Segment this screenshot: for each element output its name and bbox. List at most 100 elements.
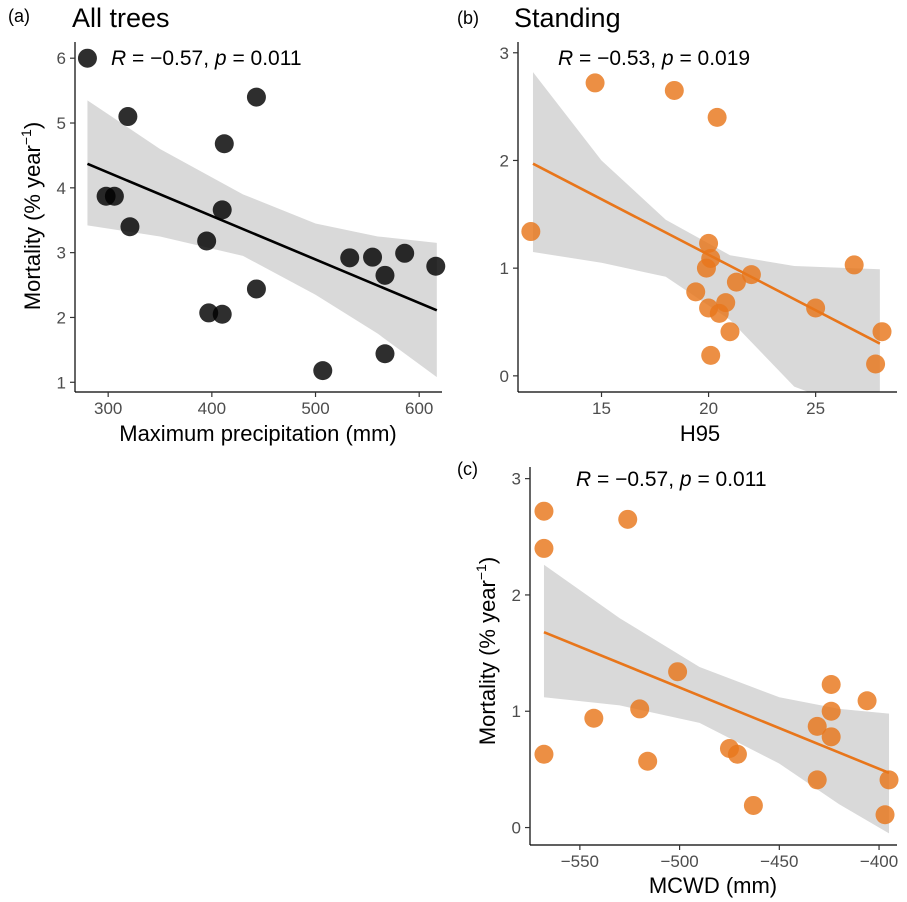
confidence-band xyxy=(543,564,890,834)
data-point xyxy=(214,134,234,154)
data-point xyxy=(395,243,415,263)
data-point xyxy=(246,279,266,299)
data-point xyxy=(701,345,721,365)
panel-b-label: (b) xyxy=(457,8,479,28)
panel-b-confidence-band xyxy=(532,72,880,392)
data-point xyxy=(426,256,446,276)
panel-c-axes: −550 −500 −450 −400 0 1 2 3 xyxy=(512,467,898,871)
data-point xyxy=(630,699,650,719)
panel-b-x-axis-title: H95 xyxy=(680,421,720,446)
data-point xyxy=(246,87,266,107)
data-point xyxy=(741,265,761,285)
panel-a-axes: 300 400 500 600 1 2 3 4 5 6 xyxy=(57,42,442,418)
y-tick-label: 2 xyxy=(512,586,521,605)
panel-c-confidence-band xyxy=(543,564,890,834)
data-point xyxy=(726,272,746,292)
data-point xyxy=(709,303,729,323)
x-tick-label: 600 xyxy=(405,399,433,418)
regression-line xyxy=(543,630,890,775)
panel-b-axes: 15 20 25 0 1 2 3 xyxy=(500,42,897,418)
panel-b: 15 20 25 0 1 2 3 (b) Standing R = −0.53, p = 0… xyxy=(457,3,897,446)
data-point xyxy=(806,298,826,318)
data-point xyxy=(807,716,827,736)
data-point xyxy=(375,344,395,364)
data-point xyxy=(340,248,360,268)
data-point xyxy=(720,322,740,342)
data-point xyxy=(104,186,124,206)
y-tick-label: 3 xyxy=(57,244,66,263)
panel-a-confidence-band xyxy=(87,100,437,378)
panel-a-label: (a) xyxy=(8,6,30,26)
panel-b-stats: R = −0.53, p = 0.019 xyxy=(558,47,750,70)
data-point xyxy=(707,107,727,127)
panel-b-points xyxy=(521,73,892,374)
data-point xyxy=(743,795,763,815)
panel-a-points xyxy=(77,48,446,381)
panel-c: −550 −500 −450 −400 0 1 2 3 (c) R = −0.57, p = … xyxy=(457,459,899,898)
data-point xyxy=(872,322,892,342)
data-point xyxy=(534,538,554,558)
data-point xyxy=(821,701,841,721)
x-tick-label: 400 xyxy=(198,399,226,418)
data-point xyxy=(879,770,899,790)
panel-a-fit-line xyxy=(86,162,438,312)
panel-c-y-axis-title: Mortality (% year−1) xyxy=(473,557,500,745)
y-tick-label: 1 xyxy=(57,373,66,392)
data-point xyxy=(668,662,688,682)
data-point xyxy=(821,727,841,747)
data-point xyxy=(844,255,864,275)
data-point xyxy=(664,80,684,100)
x-tick-label: 25 xyxy=(806,399,825,418)
x-tick-label: 500 xyxy=(301,399,329,418)
data-point xyxy=(118,107,138,127)
data-point xyxy=(686,282,706,302)
data-point xyxy=(77,48,97,68)
confidence-band xyxy=(87,100,437,378)
data-point xyxy=(212,200,232,220)
y-tick-label: 3 xyxy=(512,470,521,489)
panel-c-x-axis-title: MCWD (mm) xyxy=(649,873,777,898)
y-tick-label: 2 xyxy=(57,308,66,327)
data-point xyxy=(875,805,895,825)
data-point xyxy=(363,247,383,267)
x-tick-label: 300 xyxy=(94,399,122,418)
y-tick-label: 3 xyxy=(500,44,509,63)
x-tick-label: −450 xyxy=(760,852,798,871)
data-point xyxy=(534,501,554,521)
data-point xyxy=(313,361,333,381)
panel-a-y-axis-title: Mortality (% year−1) xyxy=(18,122,45,310)
panel-a-x-axis-title: Maximum precipitation (mm) xyxy=(119,421,397,446)
data-point xyxy=(521,222,541,242)
data-point xyxy=(727,744,747,764)
y-tick-label: 0 xyxy=(512,819,521,838)
x-tick-label: −500 xyxy=(660,852,698,871)
panel-a-title: All trees xyxy=(72,3,170,33)
panel-c-label: (c) xyxy=(457,459,478,479)
y-tick-label: 4 xyxy=(57,179,66,198)
panel-c-fit-line xyxy=(543,630,890,775)
data-point xyxy=(857,691,877,711)
data-point xyxy=(375,265,395,285)
panel-c-stats: R = −0.57, p = 0.011 xyxy=(576,468,767,491)
y-tick-label: 5 xyxy=(57,114,66,133)
data-point xyxy=(618,509,638,529)
y-tick-label: 1 xyxy=(512,702,521,721)
confidence-band xyxy=(532,72,880,392)
data-point xyxy=(638,751,658,771)
data-point xyxy=(866,354,886,374)
y-tick-label: 1 xyxy=(500,259,509,278)
x-tick-label: −400 xyxy=(860,852,898,871)
data-point xyxy=(120,217,140,237)
y-tick-label: 6 xyxy=(57,49,66,68)
data-point xyxy=(699,233,719,253)
data-point xyxy=(212,304,232,324)
data-point xyxy=(584,708,604,728)
x-tick-label: 15 xyxy=(592,399,611,418)
x-tick-label: 20 xyxy=(699,399,718,418)
data-point xyxy=(585,73,605,93)
data-point xyxy=(696,258,716,278)
panel-c-points xyxy=(534,501,899,825)
panel-a: 300 400 500 600 1 2 3 4 5 6 (a) All trees R = −0.… xyxy=(8,3,446,446)
x-tick-label: −550 xyxy=(561,852,599,871)
